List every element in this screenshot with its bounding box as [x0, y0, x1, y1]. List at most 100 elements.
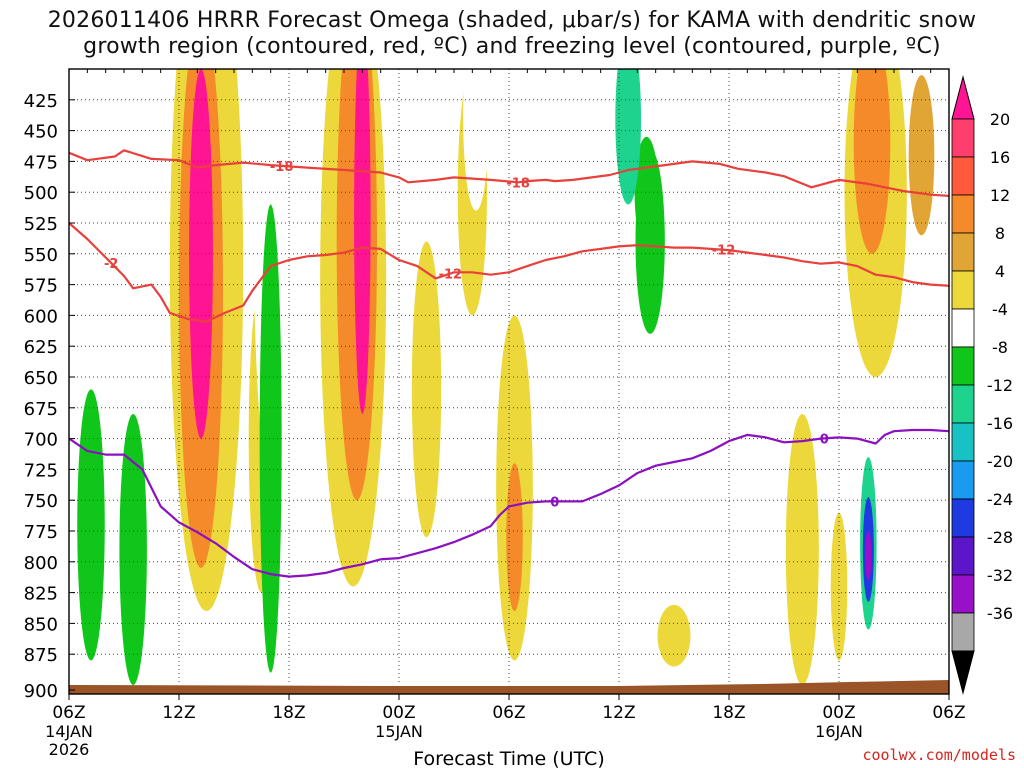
colorbar-swatch-7	[951, 384, 975, 424]
watermark: coolwx.com/models	[862, 746, 1016, 764]
x-tick-label-36: 18Z	[712, 703, 745, 723]
omega-region-20	[908, 75, 935, 236]
omega-region-35	[865, 531, 872, 581]
colorbar-label-6: -8	[992, 338, 1008, 357]
colorbar-label-4: 4	[995, 262, 1005, 281]
colorbar-label-7: -12	[987, 376, 1013, 395]
colorbar-swatch-1	[951, 156, 975, 196]
contour-label-1: -12	[439, 268, 463, 283]
x-tick-label-12: 18Z	[272, 703, 305, 723]
omega-region-18	[866, 457, 922, 568]
colorbar-label-1: 16	[990, 148, 1010, 167]
contour-line-0	[69, 149, 949, 197]
contour-label-0: -18	[270, 160, 294, 175]
contour-label-extra-3: 0	[820, 432, 829, 447]
colorbar-swatch-13	[951, 612, 975, 652]
x-date-label-42: 16JAN	[815, 722, 863, 741]
x-date-label-18: 15JAN	[375, 722, 423, 741]
colorbar-label-5: -4	[992, 300, 1008, 319]
chart-title-line-1: 2026011406 HRRR Forecast Omega (shaded, …	[47, 8, 977, 33]
colorbar-swatch-5	[951, 308, 975, 348]
colorbar-label-10: -24	[987, 490, 1013, 509]
colorbar-swatch-3	[951, 232, 975, 272]
colorbar-label-12: -32	[987, 566, 1013, 585]
y-tick-label-525: 525	[24, 214, 58, 235]
y-tick-label-425: 425	[24, 91, 58, 112]
contours: -18 -12 0 -18 -2 -12 0	[69, 149, 949, 578]
y-tick-label-450: 450	[24, 122, 58, 143]
y-tick-label-600: 600	[24, 306, 58, 327]
omega-region-3	[411, 241, 442, 538]
y-tick-label-675: 675	[24, 399, 58, 420]
y-tick-label-550: 550	[24, 245, 58, 266]
terrain-ground	[69, 680, 949, 694]
colorbar-label-0: 20	[990, 110, 1010, 129]
x-tick-label-18: 00Z	[382, 703, 415, 723]
colorbar-swatch-10	[951, 498, 975, 538]
y-tick-label-650: 650	[24, 368, 58, 389]
omega-region-31	[615, 69, 641, 205]
omega-region-25	[634, 136, 659, 248]
colorbar-swatch-0	[951, 118, 975, 158]
contour-label-extra-1: -2	[104, 257, 118, 272]
contour-label-extra-2: -12	[712, 244, 736, 259]
colorbar-label-9: -20	[987, 452, 1013, 471]
omega-region-17	[899, 370, 944, 482]
colorbar-swatch-11	[951, 536, 975, 576]
y-tick-label-775: 775	[24, 522, 58, 543]
omega-region-12	[463, 69, 489, 211]
y-axis: 425 450 475 500 525 550 575 600 625 650 675 700 725 7…	[24, 91, 75, 702]
y-tick-label-575: 575	[24, 276, 58, 297]
omega-shading	[77, 69, 944, 685]
colorbar-swatch-4	[951, 270, 975, 310]
contour-line-2	[69, 428, 949, 578]
contour-label-2: 0	[550, 495, 559, 510]
y-tick-label-850: 850	[24, 614, 58, 635]
omega-region-29	[853, 69, 891, 254]
y-tick-label-825: 825	[24, 584, 58, 605]
colorbar-swatch-8	[951, 422, 975, 462]
colorbar-swatch-6	[951, 346, 975, 386]
y-tick-label-875: 875	[24, 645, 58, 666]
x-axis-label: Forecast Time (UTC)	[413, 748, 604, 768]
terrain-strip	[69, 680, 949, 694]
contour-line-1	[69, 222, 949, 323]
colorbar: 20 16 12 8 4 -4 -8 -12 -16 -20 -24 -28 -32 -36	[951, 75, 1013, 695]
omega-region-33	[354, 69, 371, 414]
x-tick-label-6: 12Z	[162, 703, 195, 723]
y-tick-label-750: 750	[24, 491, 58, 512]
colorbar-top-arrow	[951, 75, 975, 120]
y-tick-label-725: 725	[24, 460, 58, 481]
y-tick-label-475: 475	[24, 152, 58, 173]
omega-region-21	[77, 389, 105, 661]
colorbar-swatch-2	[951, 194, 975, 234]
x-date-label-0: 14JAN	[45, 722, 93, 741]
chart-title-line-2: growth region (contoured, red, ºC) and f…	[83, 34, 941, 59]
x-year-label-0: 2026	[49, 740, 90, 759]
colorbar-label-8: -16	[987, 414, 1013, 433]
x-tick-label-24: 06Z	[492, 703, 525, 723]
y-tick-label-900: 900	[24, 681, 58, 702]
colorbar-label-2: 12	[990, 186, 1010, 205]
x-tick-label-0: 06Z	[52, 703, 85, 723]
colorbar-label-3: 8	[995, 224, 1005, 243]
colorbar-label-13: -36	[987, 604, 1013, 623]
omega-region-9	[830, 512, 848, 661]
y-tick-label-500: 500	[24, 183, 58, 204]
colorbar-swatch-9	[951, 460, 975, 500]
x-tick-label-48: 06Z	[932, 703, 965, 723]
x-tick-label-42: 00Z	[822, 703, 855, 723]
y-tick-label-700: 700	[24, 430, 58, 451]
omega-region-8	[785, 413, 819, 685]
contour-label-extra-0: -18	[506, 176, 530, 191]
gridlines	[69, 69, 949, 685]
colorbar-label-11: -28	[987, 528, 1013, 547]
x-tick-label-30: 12Z	[602, 703, 635, 723]
omega-region-22	[119, 413, 147, 685]
colorbar-bottom-arrow	[951, 650, 975, 695]
colorbar-swatch-12	[951, 574, 975, 614]
omega-region-23	[259, 204, 282, 673]
y-tick-label-800: 800	[24, 553, 58, 574]
